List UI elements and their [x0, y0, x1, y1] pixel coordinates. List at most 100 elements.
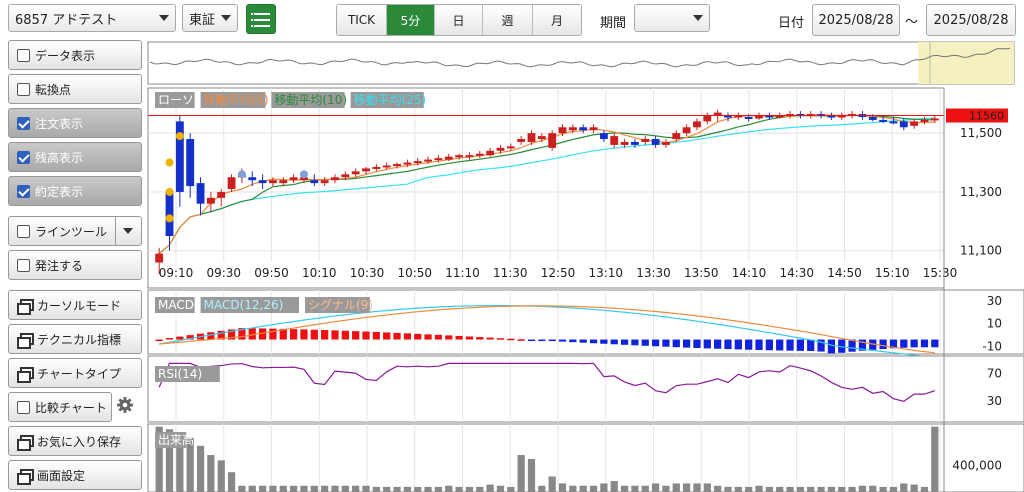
volume-bar — [786, 486, 794, 492]
execution-marker — [165, 214, 174, 223]
data-display-label: データ表示 — [35, 48, 96, 63]
macd-histogram-bar — [289, 329, 298, 340]
execution-marker — [237, 170, 246, 179]
gear-icon[interactable] — [116, 396, 134, 414]
macd-histogram-bar — [341, 330, 349, 340]
macd-histogram-bar — [486, 337, 494, 340]
macd-histogram-bar — [589, 339, 598, 344]
macd-histogram-bar — [176, 336, 184, 340]
macd-histogram-bar — [548, 339, 556, 342]
ma25-line — [158, 117, 935, 255]
volume-bar — [238, 485, 246, 492]
macd-histogram-bar — [279, 328, 287, 340]
screen-settings-button[interactable]: 画面設定 — [8, 460, 142, 490]
data-display-toggle[interactable]: データ表示 — [8, 40, 142, 70]
candle — [310, 180, 319, 184]
window-icon — [17, 366, 34, 383]
overview-navigator[interactable] — [147, 41, 1015, 85]
macd-histogram-bar — [527, 339, 536, 342]
candle — [382, 165, 391, 168]
save-favorite-label: お気に入り保存 — [37, 434, 122, 449]
tab-day[interactable]: 日 — [435, 5, 483, 35]
candle — [258, 180, 267, 184]
candle — [837, 115, 846, 118]
time-tick-label: 10:50 — [397, 266, 432, 280]
macd-histogram-bar — [186, 335, 194, 340]
volume-bar — [807, 486, 815, 492]
place-order-label: 発注する — [35, 258, 84, 273]
macd-histogram-bar — [207, 332, 215, 340]
tab-5min[interactable]: 5分 — [387, 5, 435, 35]
volume-bar — [258, 485, 267, 492]
volume-bar — [445, 485, 453, 492]
chevron-down-icon — [159, 15, 169, 21]
candle — [424, 159, 432, 162]
macd-histogram-bar — [786, 339, 794, 351]
volume-bar — [651, 483, 660, 492]
chart-type-button[interactable]: チャートタイプ — [8, 358, 142, 388]
macd-histogram-bar — [693, 339, 701, 349]
save-favorite-button[interactable]: お気に入り保存 — [8, 426, 142, 456]
tab-month[interactable]: 月 — [533, 5, 581, 35]
rsi-panel: 70 30 RSI(14) — [147, 355, 1024, 423]
market-select[interactable]: 東証 — [182, 4, 238, 32]
rsi-tick-label: 30 — [987, 394, 1002, 408]
chevron-down-icon — [693, 15, 703, 21]
macd-histogram-bar — [734, 339, 742, 350]
tab-week[interactable]: 週 — [483, 5, 533, 35]
candle — [693, 121, 701, 128]
candle — [682, 127, 691, 134]
place-order-toggle[interactable]: 発注する — [8, 250, 142, 280]
line-tool-toggle[interactable]: ラインツール — [8, 216, 116, 246]
time-tick-label: 09:30 — [206, 266, 241, 280]
volume-bar — [196, 445, 205, 492]
macd-histogram-bar — [569, 339, 577, 343]
macd-histogram-bar — [838, 339, 846, 353]
time-tick-label: 13:30 — [636, 266, 671, 280]
checkbox-icon — [17, 258, 30, 272]
volume-bar — [362, 485, 370, 492]
volume-bar — [631, 485, 639, 492]
time-tick-label: 10:30 — [350, 266, 385, 280]
macd-histogram-bar — [310, 329, 318, 340]
period-range-select[interactable] — [634, 4, 710, 32]
line-tool-dropdown[interactable] — [115, 216, 142, 246]
position-display-toggle[interactable]: 残高表示 — [8, 142, 142, 172]
candle — [755, 115, 763, 119]
macd-histogram-bar — [258, 328, 267, 340]
volume-bar — [858, 485, 867, 492]
turning-point-toggle[interactable]: 転換点 — [8, 74, 142, 104]
candle — [620, 141, 629, 145]
technical-indicator-button[interactable]: テクニカル指標 — [8, 324, 142, 354]
macd-histogram-bar — [714, 339, 722, 349]
cursor-mode-button[interactable]: カーソルモード — [8, 290, 142, 320]
compare-chart-toggle[interactable]: 比較チャート — [8, 392, 112, 422]
macd-histogram-bar — [165, 338, 174, 340]
candle — [579, 127, 588, 131]
turning-point-label: 転換点 — [35, 82, 72, 97]
symbol-select[interactable]: 6857 アドテスト — [8, 4, 176, 32]
legend-label: RSI(14) — [158, 367, 202, 381]
execution-display-toggle[interactable]: 約定表示 — [8, 176, 142, 206]
time-tick-label: 11:10 — [445, 266, 480, 280]
candle — [724, 115, 732, 118]
time-tick-label: 15:30 — [923, 266, 958, 280]
date-from-field[interactable]: 2025/08/28 — [812, 4, 900, 36]
candle — [475, 153, 484, 156]
macd-histogram-bar — [579, 339, 587, 343]
candle — [599, 133, 608, 140]
execution-marker — [299, 170, 308, 179]
volume-bar — [455, 486, 463, 492]
candle — [517, 139, 526, 142]
volume-bar — [910, 484, 918, 492]
legend-bg — [305, 297, 370, 313]
macd-histogram-bar — [538, 339, 546, 342]
volume-tick-label: 400,000 — [952, 459, 1002, 473]
order-display-toggle[interactable]: 注文表示 — [8, 108, 142, 138]
list-menu-button[interactable] — [246, 4, 276, 34]
volume-bar — [879, 486, 887, 492]
tab-tick[interactable]: TICK — [337, 5, 387, 35]
date-to-field[interactable]: 2025/08/28 — [926, 4, 1016, 36]
candle — [641, 139, 650, 142]
